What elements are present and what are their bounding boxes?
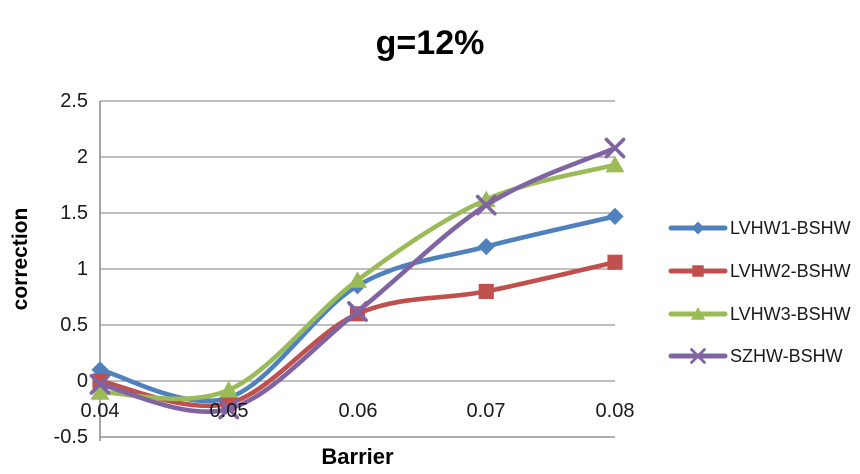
legend-item: SZHW-BSHW — [668, 345, 843, 367]
legend-label: LVHW3-BSHW — [730, 304, 851, 324]
legend-label: LVHW2-BSHW — [730, 261, 851, 281]
y-axis-title: correction — [9, 207, 32, 311]
y-tick-label: 0.5 — [60, 314, 88, 336]
chart-title: g=12% — [375, 24, 485, 62]
y-tick-label: -0.5 — [53, 426, 88, 448]
legend-item: LVHW1-BSHW — [668, 217, 851, 239]
legend-label: SZHW-BSHW — [730, 346, 843, 366]
x-tick-label: 0.06 — [338, 400, 378, 422]
x-tick-label: 0.05 — [209, 400, 249, 422]
legend-diamond-marker-icon — [668, 221, 728, 235]
legend-label: LVHW1-BSHW — [730, 218, 851, 238]
legend-item: LVHW2-BSHW — [668, 260, 851, 282]
y-tick-label: 1.5 — [60, 202, 88, 224]
x-tick-label: 0.08 — [595, 400, 635, 422]
y-tick-label: 2.5 — [60, 90, 88, 112]
y-tick-label: 2 — [76, 146, 88, 168]
legend-x-marker-icon — [668, 348, 728, 364]
y-tick-label: 0 — [76, 370, 88, 392]
y-tick-label: 1 — [76, 258, 88, 280]
x-axis-title: Barrier — [321, 444, 394, 469]
x-tick-label: 0.04 — [80, 400, 120, 422]
legend-triangle-marker-icon — [668, 307, 728, 320]
legend-item: LVHW3-BSHW — [668, 303, 851, 325]
legend-square-marker-icon — [668, 265, 728, 277]
x-tick-label: 0.07 — [466, 400, 506, 422]
